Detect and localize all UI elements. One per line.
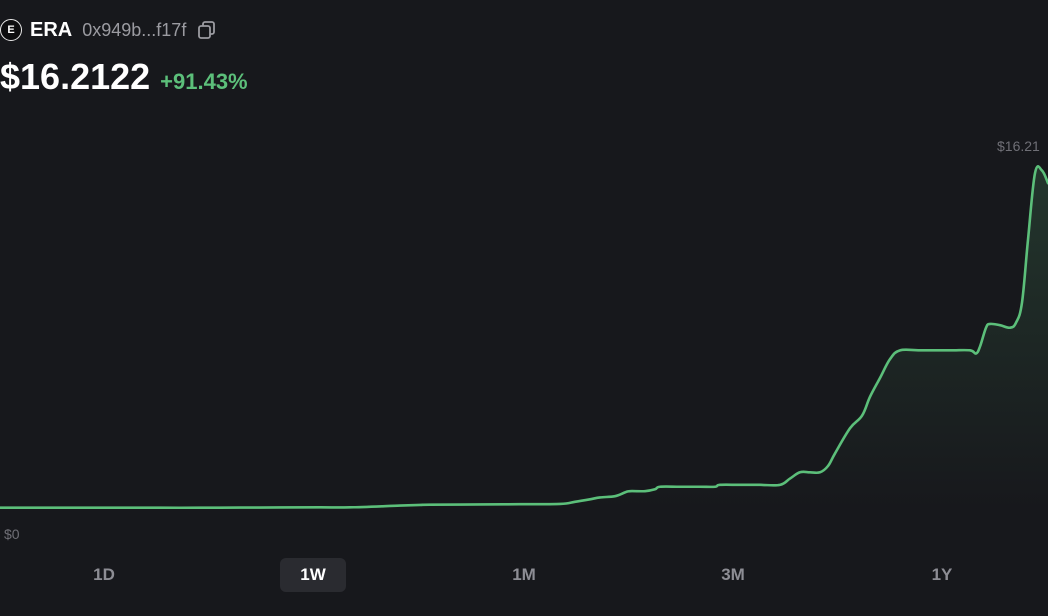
timeframe-1m-button[interactable]: 1M [512,565,536,584]
low-price-label: $0 [4,526,20,542]
price-summary: $16.2122 +91.43% [0,56,248,97]
token-address: 0x949b...f17f [82,19,187,40]
token-header: E ERA 0x949b...f17f [0,16,218,44]
price-line [0,165,1048,510]
current-price: $16.2122 [0,56,151,97]
timeframe-1w-button[interactable]: 1W [280,558,346,592]
token-symbol: ERA [30,18,73,41]
timeframe-selector: 1D 1W 1M 3M 1Y [0,556,1048,594]
token-logo: E [0,19,22,41]
high-price-label: $16.21 [997,138,1040,154]
price-chart[interactable]: $16.21 $0 [0,120,1048,550]
timeframe-1y-button[interactable]: 1Y [931,565,953,584]
timeframe-3m-button[interactable]: 3M [721,565,745,584]
price-change: +91.43% [160,69,248,94]
price-area-fill [0,166,1048,510]
copy-icon[interactable] [196,19,218,41]
timeframe-1d-button[interactable]: 1D [93,565,115,584]
